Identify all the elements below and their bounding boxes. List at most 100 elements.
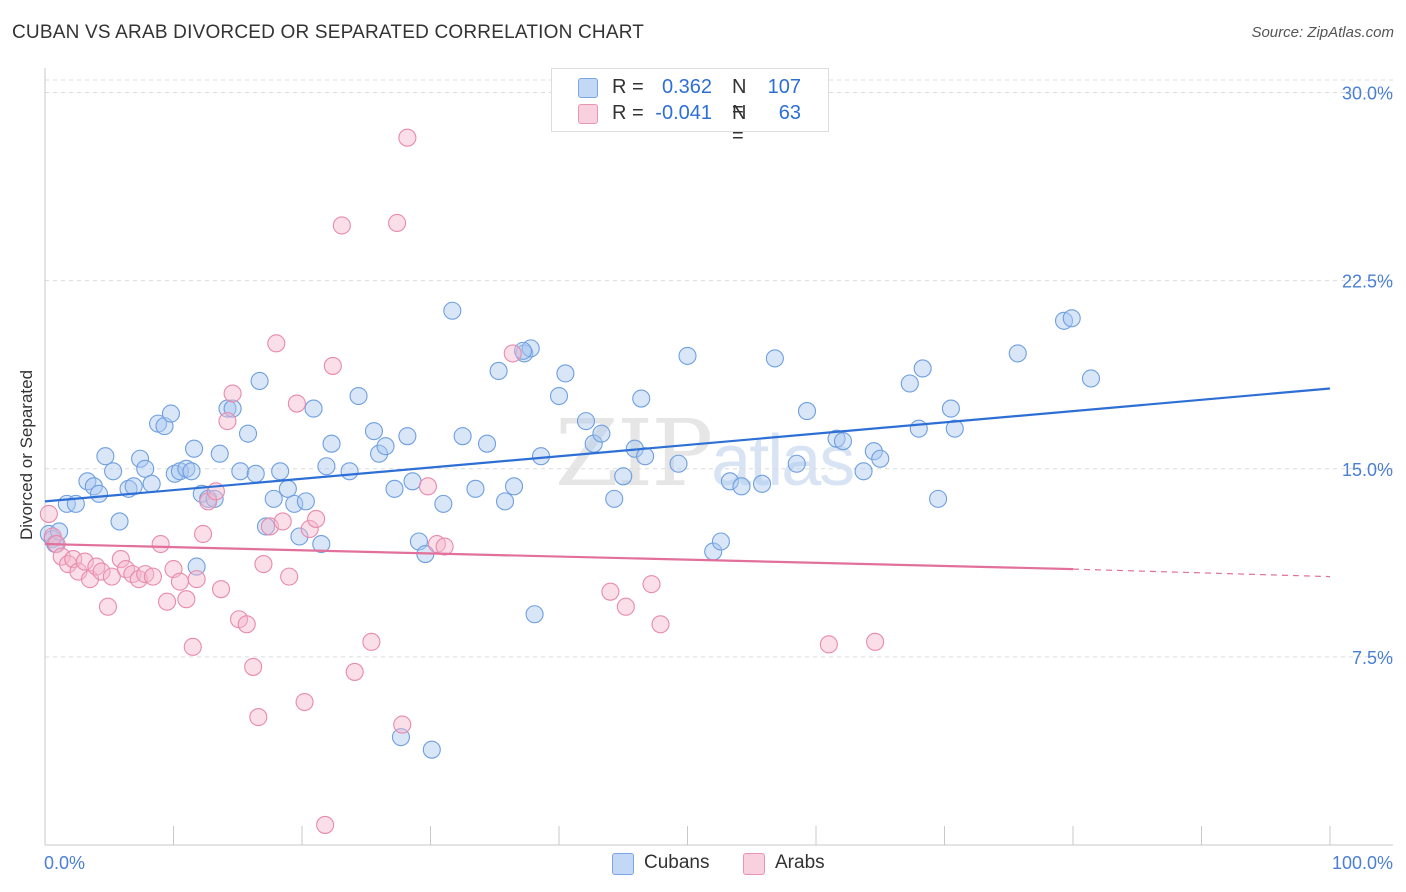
chart-title: CUBAN VS ARAB DIVORCED OR SEPARATED CORR… (12, 22, 645, 43)
arab-trend-line (44, 542, 1074, 571)
cuban-point (711, 532, 730, 551)
arab-point (211, 580, 231, 599)
y-tick-label: 7.5% (1352, 648, 1393, 668)
cuban-point (945, 419, 964, 438)
arab-point (52, 547, 71, 566)
arab-point (388, 213, 407, 233)
grid-lines (45, 79, 1393, 658)
arab-point (616, 597, 635, 616)
arab-point (866, 632, 885, 651)
series-swatch-cubans (612, 853, 634, 875)
cuban-point (929, 489, 948, 508)
arab-point (194, 524, 213, 544)
cuban-point (525, 605, 544, 624)
cuban-point (304, 399, 323, 418)
legend-n-value: 107 (767, 76, 801, 98)
tick-labels: 7.5% 15.0% 22.5% 30.0% 0.0% 100.0% (44, 84, 1393, 873)
cuban-point (720, 472, 739, 491)
series-swatch-arabs (743, 853, 765, 875)
arab-point (98, 597, 118, 616)
arab-point (345, 662, 364, 681)
cuban-point (370, 444, 389, 463)
arab-point (307, 509, 326, 528)
cuban-point (453, 427, 472, 446)
arab-point (273, 512, 292, 531)
arab-point (503, 344, 522, 363)
legend-r-value: -0.041 (655, 102, 712, 124)
cuban-point (797, 402, 817, 421)
legend-r-label: R = (612, 102, 644, 124)
cuban-point (403, 472, 422, 491)
cuban-point (1081, 369, 1101, 388)
cuban-point (322, 434, 341, 453)
cuban-trend-line (44, 387, 1331, 503)
cuban-point (238, 424, 258, 443)
arab-point (111, 550, 130, 569)
arab-point (642, 575, 661, 594)
arab-point (332, 216, 351, 235)
arab-point (362, 632, 381, 651)
arab-point (435, 537, 454, 556)
cuban-point (104, 462, 123, 481)
arab-point (651, 615, 670, 634)
cuban-point (136, 459, 155, 478)
cuban-point (142, 474, 161, 493)
x-tick-label: 100.0% (1332, 853, 1393, 873)
cuban-point (504, 477, 524, 496)
cuban-point (752, 474, 772, 493)
cuban-point (489, 361, 508, 381)
cuban-point (187, 557, 206, 576)
cuban-point (941, 399, 960, 418)
cuban-point (398, 427, 417, 446)
cuban-point (864, 442, 883, 461)
arab-point (87, 557, 106, 576)
arab-point (398, 128, 417, 147)
cuban-point (290, 527, 309, 546)
y-tick-label: 30.0% (1342, 84, 1393, 104)
cuban-point (340, 462, 359, 481)
cuban-point (250, 371, 269, 391)
data-points (39, 128, 1101, 834)
arab-point (183, 637, 202, 656)
cuban-point (376, 437, 395, 456)
arab-point (223, 384, 242, 403)
cuban-point (210, 444, 229, 463)
cuban-point (871, 449, 890, 468)
cuban-point (556, 364, 575, 383)
cuban-point (185, 439, 204, 458)
arab-point (316, 815, 335, 834)
cuban-point (1062, 309, 1081, 328)
cuban-point (678, 346, 697, 365)
cuban-point (443, 301, 462, 320)
cuban-point (182, 462, 201, 481)
series-label-cubans: Cubans (644, 852, 710, 873)
arab-point (819, 635, 838, 654)
arab-point (199, 492, 218, 511)
cuban-point (312, 534, 331, 554)
cuban-point (669, 454, 688, 473)
cuban-point (131, 449, 150, 468)
cuban-point (732, 477, 751, 496)
series-label-arabs: Arabs (775, 852, 825, 873)
cuban-point (549, 386, 569, 406)
cuban-point (787, 454, 806, 473)
arab-point (249, 708, 268, 727)
legend-n-label: N = (732, 76, 747, 121)
legend-swatch-cubans (578, 78, 598, 98)
arab-point (151, 534, 170, 554)
arab-point (323, 356, 342, 375)
cuban-point (264, 489, 283, 508)
arab-point (218, 412, 237, 431)
source-credit: Source: ZipAtlas.com (1251, 24, 1394, 41)
cuban-point (854, 462, 873, 481)
cuban-point (110, 512, 129, 531)
cuban-point (632, 389, 651, 408)
legend-swatch-arabs (578, 104, 598, 124)
cuban-point (900, 374, 919, 393)
cuban-point (833, 432, 853, 451)
arab-point (102, 567, 121, 586)
cuban-point (422, 740, 441, 759)
legend-n-label: N = (732, 102, 747, 147)
cuban-point (605, 489, 624, 508)
